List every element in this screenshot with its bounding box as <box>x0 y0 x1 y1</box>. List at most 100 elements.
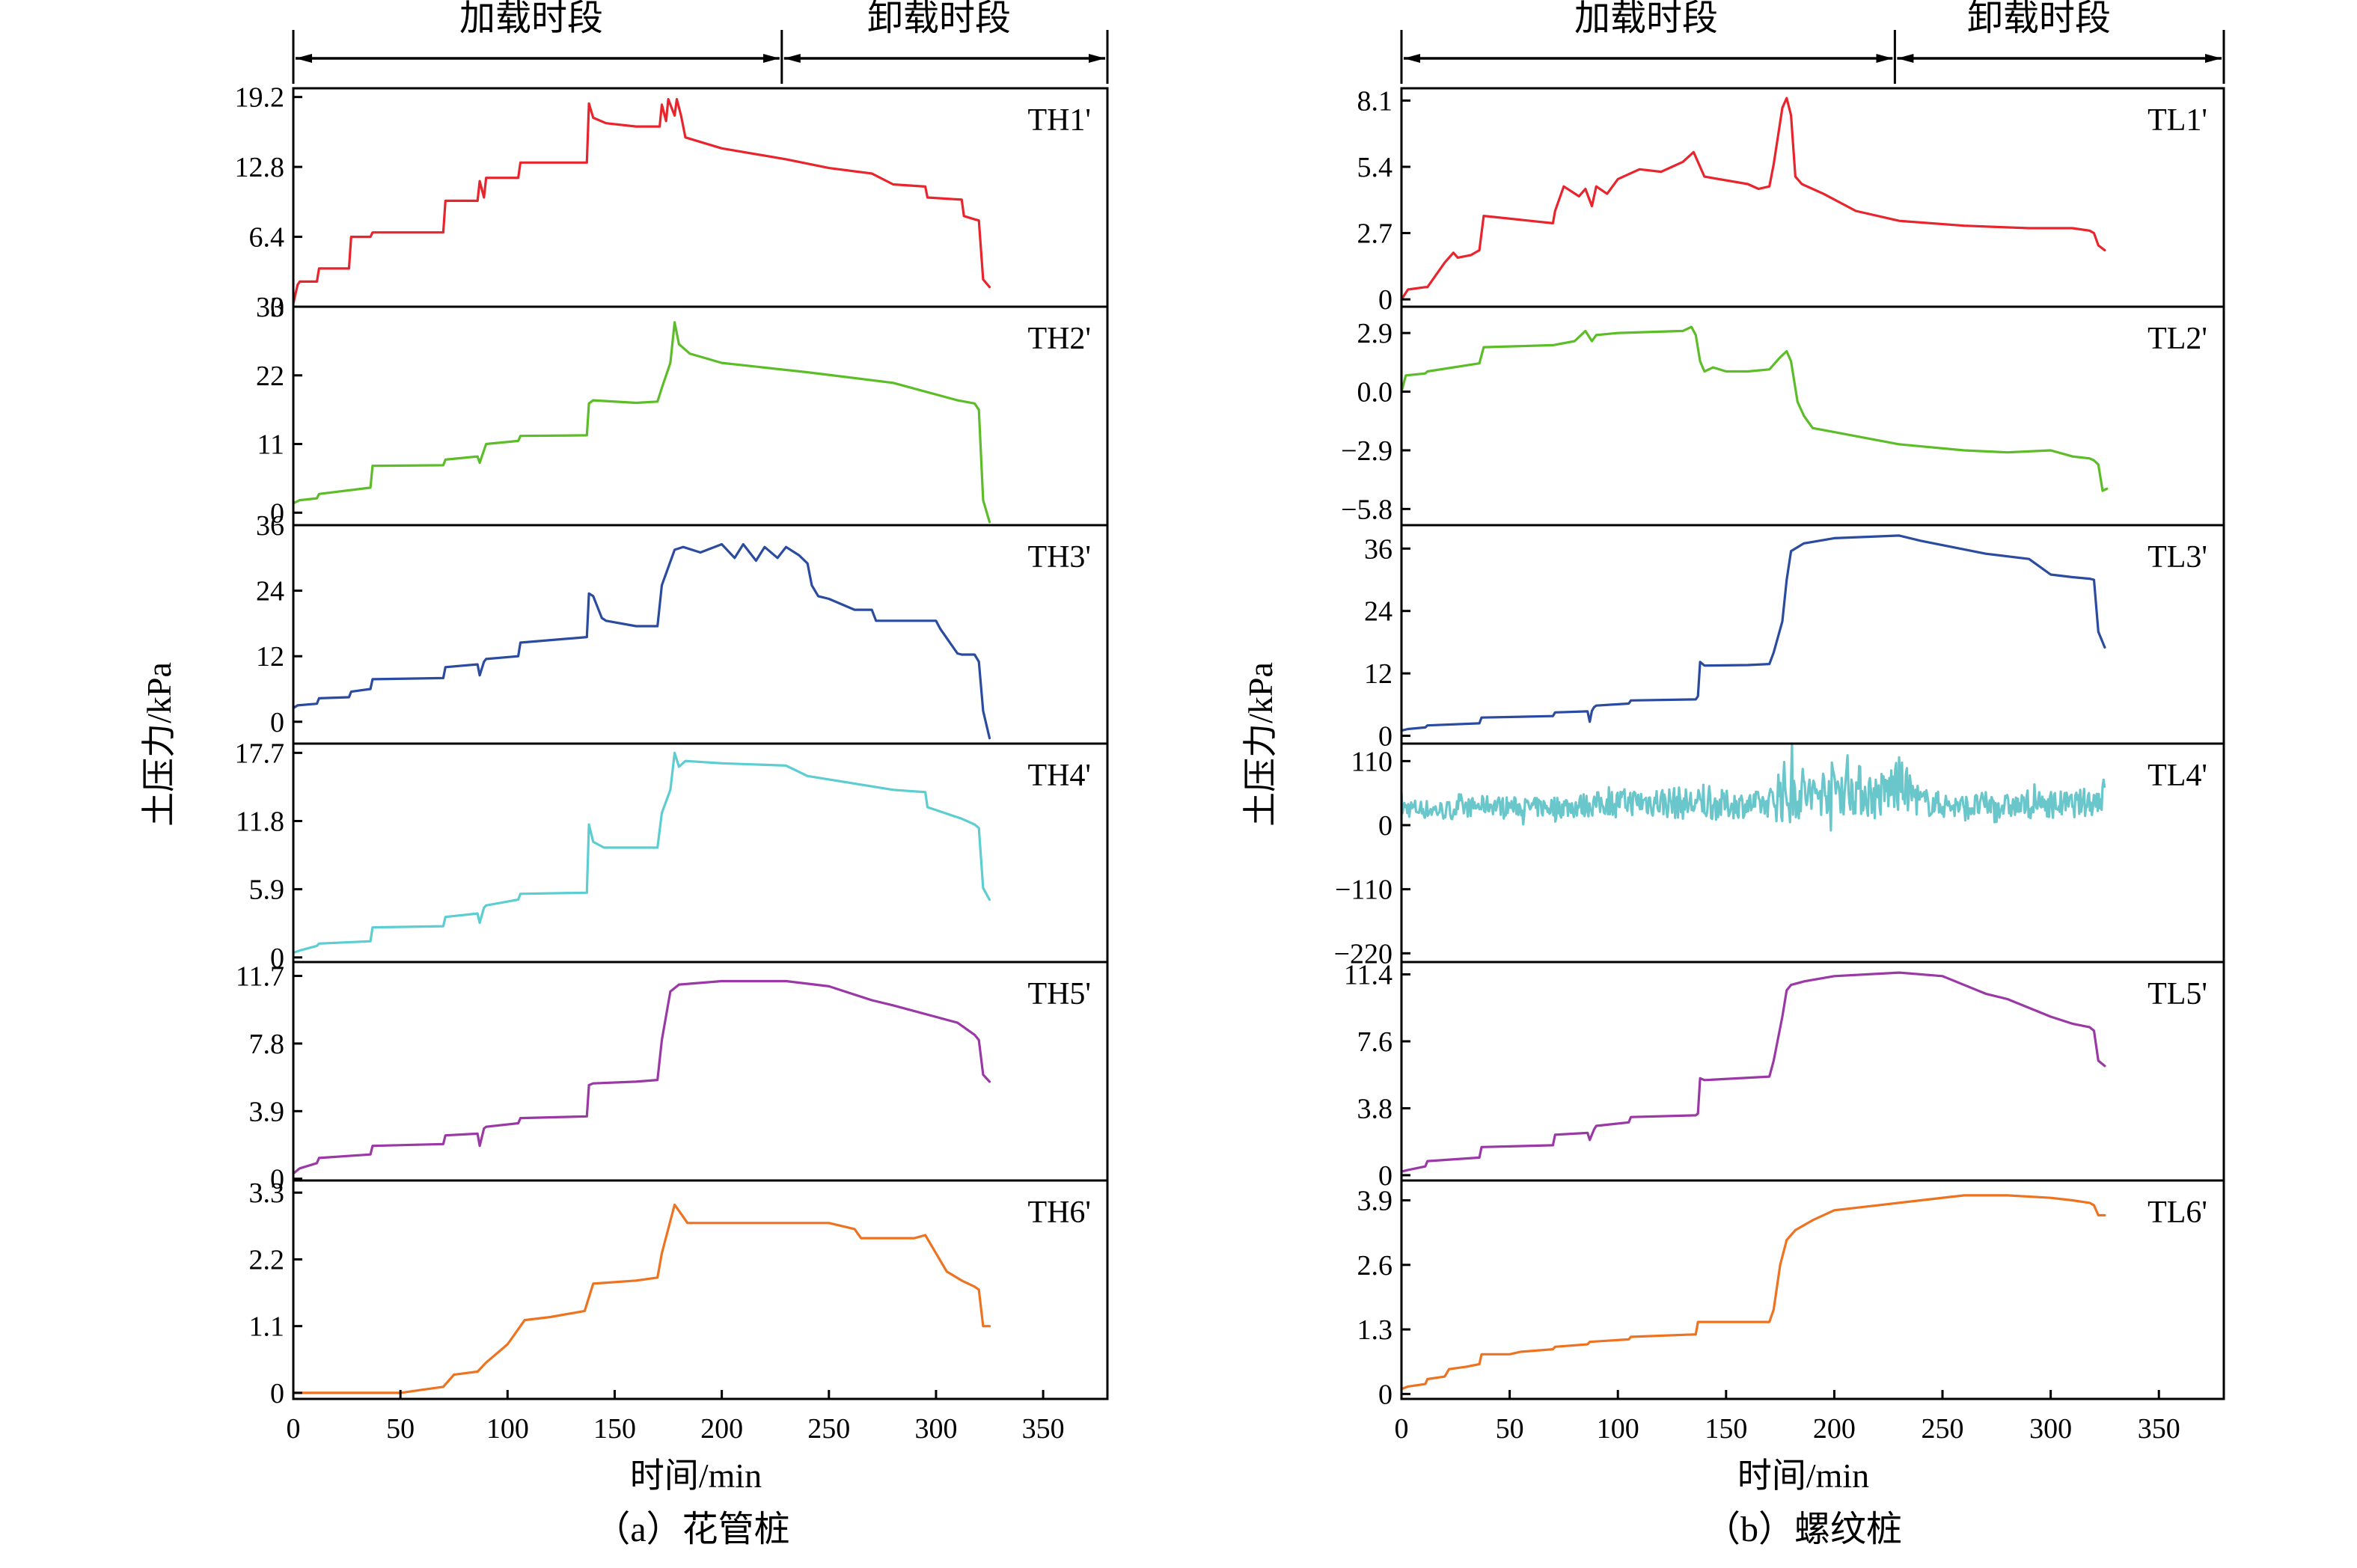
series-label: TL4' <box>2147 759 2207 793</box>
series-line-th5 <box>292 979 991 1175</box>
y-tick-label: 5.4 <box>1357 152 1393 183</box>
y-tick-label: 0.0 <box>1357 377 1393 408</box>
y-tick-label: 36 <box>256 510 284 542</box>
y-tick-label: 0 <box>270 292 284 323</box>
y-tick-label: 8.1 <box>1357 85 1393 117</box>
series-label: TL3' <box>2147 540 2207 575</box>
y-tick-label: 3.8 <box>1357 1093 1393 1124</box>
y-tick-label: 0 <box>1378 810 1393 842</box>
y-tick-label: 0 <box>270 1164 284 1195</box>
y-tick-label: 11.7 <box>236 961 284 993</box>
caption-b: （b）螺纹桩 <box>1705 1510 1902 1549</box>
y-tick-label: 6.4 <box>249 222 285 254</box>
panel-tl5: 0 3.8 7.6 11.4 TL5' <box>1344 959 2225 1192</box>
panel-frame <box>292 742 1109 964</box>
panel-frame <box>292 87 1109 308</box>
y-tick-label: 12.8 <box>235 152 285 183</box>
y-tick-label: 2.9 <box>1357 318 1393 349</box>
panel-frame <box>1400 1179 2225 1400</box>
panel-frame <box>1400 742 2225 964</box>
x-tick-label-a: 300 <box>914 1413 957 1445</box>
panel-th5: 0 3.9 7.8 11.7 TH5' <box>236 961 1109 1195</box>
panel-frame <box>292 1179 1109 1400</box>
y-tick-label: 3.3 <box>249 1177 285 1209</box>
y-tick-label: 2.6 <box>1357 1250 1393 1281</box>
x-tick-label-a: 200 <box>700 1413 743 1445</box>
y-tick-label: 0 <box>270 943 284 974</box>
x-axis-label-b: 时间/min <box>1737 1457 1869 1495</box>
x-tick-label-b: 200 <box>1813 1413 1856 1445</box>
panel-frame <box>1400 961 2225 1182</box>
series-line-th2 <box>292 321 991 524</box>
y-tick-label: 0 <box>1378 721 1393 753</box>
y-tick-label: 36 <box>1364 533 1393 565</box>
panel-tl4: −220 −110 0 110 TL4' <box>1334 742 2225 970</box>
series-line-tl1 <box>1400 97 2106 301</box>
series-line-tl4 <box>1400 743 2106 832</box>
y-tick-label: 0 <box>270 707 284 738</box>
panel-tl1: 0 2.7 5.4 8.1 TL1' <box>1357 85 2225 316</box>
y-axis-label-b: 土压力/kPa <box>1241 662 1280 827</box>
y-tick-label: 2.7 <box>1357 218 1393 250</box>
panel-frame <box>292 305 1109 527</box>
caption-a: （a）花管桩 <box>594 1510 789 1549</box>
y-tick-label: 1.1 <box>249 1311 285 1343</box>
y-tick-label: 11.8 <box>236 806 284 838</box>
x-tick-label-b: 0 <box>1395 1413 1409 1445</box>
y-tick-label: 22 <box>256 361 284 392</box>
series-label: TL5' <box>2147 977 2207 1011</box>
x-tick-label-a: 250 <box>807 1413 850 1445</box>
series-label: TL2' <box>2147 322 2207 356</box>
series-label: TL1' <box>2147 103 2207 138</box>
x-axis-label-a: 时间/min <box>630 1457 762 1495</box>
panel-frame <box>1400 87 2225 308</box>
y-tick-label: 17.7 <box>235 738 285 769</box>
y-tick-label: 5.9 <box>249 875 285 906</box>
panel-tl2: −5.8 −2.9 0.0 2.9 TL2' <box>1341 305 2225 527</box>
panel-th4: 0 5.9 11.8 17.7 TH4' <box>235 738 1109 974</box>
series-line-th3 <box>292 542 991 740</box>
y-tick-label: 0 <box>270 1378 284 1409</box>
y-tick-label: 110 <box>1351 746 1393 777</box>
y-tick-label: 12 <box>256 641 284 673</box>
series-label: TH4' <box>1027 759 1091 793</box>
x-tick-label-b: 50 <box>1496 1413 1524 1445</box>
x-tick-label-a: 50 <box>386 1413 415 1445</box>
panel-th2: 0 11 22 33 TH2' <box>256 292 1109 529</box>
y-tick-label: 11 <box>257 429 284 461</box>
panel-frame <box>292 961 1109 1182</box>
series-label: TH2' <box>1027 322 1091 356</box>
y-axis-label-a: 土压力/kPa <box>140 662 178 827</box>
phase-label-unloading-b: 卸载时段 <box>1967 0 2111 38</box>
x-tick-label-a: 0 <box>287 1413 301 1445</box>
phase-label-unloading-a: 卸载时段 <box>867 0 1011 38</box>
x-tick-label-a: 100 <box>486 1413 529 1445</box>
panel-frame <box>1400 305 2225 527</box>
x-tick-label-b: 300 <box>2029 1413 2072 1445</box>
y-tick-label: 7.6 <box>1357 1026 1393 1058</box>
panel-tl3: 0 12 24 36 TL3' <box>1364 524 2225 753</box>
chart-panels: 0 6.4 12.8 19.2 TH1' 0 11 22 33 TH2' 0 12 24 36 TH3' 0 5… <box>235 30 2225 1445</box>
y-tick-label: −110 <box>1335 875 1393 906</box>
series-line-tl3 <box>1400 534 2106 732</box>
y-tick-label: 12 <box>1364 658 1393 690</box>
panel-tl6: 0 1.3 2.6 3.9 TL6' <box>1357 1179 2225 1410</box>
y-tick-label: 0 <box>1378 1160 1393 1192</box>
x-tick-label-a: 350 <box>1022 1413 1065 1445</box>
y-tick-label: 24 <box>1364 596 1393 628</box>
y-tick-label: 0 <box>1378 284 1393 316</box>
x-tick-label-b: 100 <box>1597 1413 1639 1445</box>
y-tick-label: 33 <box>256 292 284 323</box>
series-line-th6 <box>292 1203 991 1394</box>
series-label: TH3' <box>1027 540 1091 575</box>
series-line-tl5 <box>1400 971 2106 1173</box>
y-tick-label: −220 <box>1334 938 1393 970</box>
x-tick-label-b: 250 <box>1922 1413 1964 1445</box>
y-tick-label: 24 <box>256 576 284 607</box>
x-tick-label-b: 150 <box>1705 1413 1747 1445</box>
series-line-tl2 <box>1400 325 2109 492</box>
y-tick-label: −5.8 <box>1341 494 1393 525</box>
panel-frame <box>292 524 1109 745</box>
panel-th6: 0 1.1 2.2 3.3 TH6' <box>249 1177 1109 1409</box>
